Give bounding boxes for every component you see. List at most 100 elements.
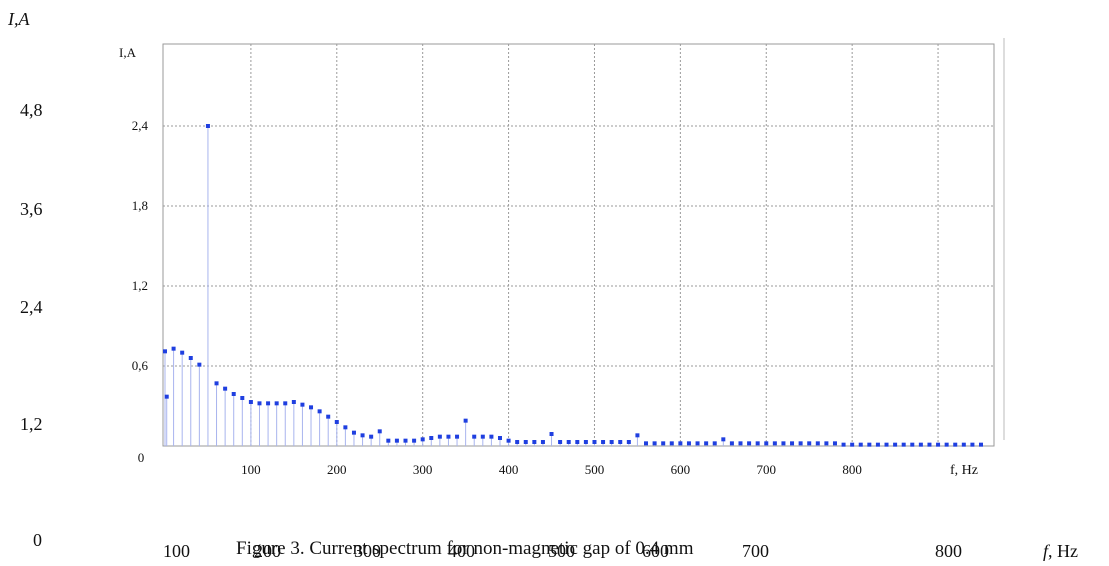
data-point [747, 441, 752, 446]
outer-y-tick-label: 1,2 [20, 414, 43, 434]
data-point [661, 441, 666, 446]
data-point [832, 441, 837, 446]
data-point [815, 441, 820, 446]
outer-x-axis-title: f, Hz [1043, 541, 1079, 561]
data-point [214, 381, 219, 386]
x-tick-label: 100 [241, 462, 261, 477]
data-point [712, 441, 717, 446]
data-point [300, 402, 305, 407]
data-point [540, 440, 545, 444]
data-point [317, 409, 322, 414]
data-point [266, 401, 271, 406]
outer-x-tick-label: 200 [254, 541, 281, 561]
data-point [678, 441, 683, 446]
data-point [644, 441, 649, 446]
data-point [231, 392, 236, 396]
data-point [755, 441, 760, 446]
data-point [523, 440, 528, 444]
outer-x-tick-label: 300 [354, 541, 381, 561]
outer-y-axis-title: I,A [8, 9, 30, 29]
data-point [704, 441, 709, 446]
data-point [506, 438, 511, 443]
data-point [369, 434, 374, 439]
x-tick-label: 200 [327, 462, 347, 477]
y-tick-label-zero: 0 [138, 450, 145, 465]
data-point [240, 396, 245, 400]
data-point [867, 442, 872, 447]
data-point [626, 440, 631, 444]
data-point [901, 442, 906, 447]
outer-x-tick-label: 500 [548, 541, 575, 561]
data-point [223, 386, 228, 391]
data-point [721, 437, 726, 442]
data-point [180, 350, 185, 355]
data-point [403, 438, 408, 443]
data-point [558, 440, 563, 444]
data-point [455, 434, 460, 439]
data-point [764, 441, 769, 446]
x-tick-label: 300 [413, 462, 433, 477]
data-point [918, 442, 923, 447]
data-point [386, 438, 391, 443]
outer-x-tick-label: 100 [163, 541, 190, 561]
data-point [351, 430, 356, 435]
data-point [360, 433, 365, 438]
outer-x-tick-label: 600 [642, 541, 669, 561]
data-point [515, 440, 520, 444]
data-point [343, 425, 348, 430]
data-point [798, 441, 803, 446]
data-point [291, 400, 296, 404]
data-point [566, 440, 571, 444]
data-point [532, 440, 537, 444]
data-point [326, 414, 331, 419]
data-point [592, 440, 597, 444]
data-point [910, 442, 915, 447]
data-point [257, 401, 262, 406]
data-point [575, 440, 580, 444]
data-point [953, 442, 958, 447]
data-point [618, 440, 623, 444]
data-point [807, 441, 812, 446]
y-axis-title: I,A [119, 45, 137, 60]
data-point [197, 362, 202, 367]
data-point [609, 440, 614, 444]
data-point [695, 441, 700, 446]
data-point [394, 438, 399, 443]
data-point [283, 401, 288, 406]
data-point [205, 124, 210, 128]
data-point [858, 442, 863, 447]
x-axis-title: f, Hz [950, 463, 978, 478]
data-point [164, 394, 169, 399]
data-point [686, 441, 691, 446]
data-point [979, 442, 983, 447]
data-point [884, 442, 889, 447]
data-point [927, 442, 932, 447]
figure-caption: Figure 3. Current spectrum for non-magne… [236, 538, 694, 559]
data-point [429, 436, 434, 440]
y-tick-label: 1,2 [132, 278, 148, 293]
data-point [601, 440, 606, 444]
data-point [463, 418, 468, 423]
data-point [970, 442, 975, 447]
data-point [188, 356, 193, 360]
y-tick-label: 2,4 [132, 118, 149, 133]
data-point [893, 442, 898, 447]
data-point [841, 442, 846, 447]
data-point [274, 401, 279, 406]
data-point [635, 433, 640, 438]
data-point [420, 437, 425, 442]
outer-x-tick-label: 400 [448, 541, 475, 561]
data-point [729, 441, 734, 446]
x-tick-label: 400 [499, 462, 519, 477]
data-point [738, 441, 743, 446]
data-point [377, 429, 382, 434]
outer-y-tick-label: 0 [33, 530, 42, 550]
data-point [652, 441, 657, 446]
data-point [480, 434, 485, 439]
data-point [824, 441, 829, 446]
data-point [961, 442, 966, 447]
data-point [437, 434, 442, 439]
data-point [875, 442, 880, 447]
x-tick-label: 800 [842, 462, 862, 477]
